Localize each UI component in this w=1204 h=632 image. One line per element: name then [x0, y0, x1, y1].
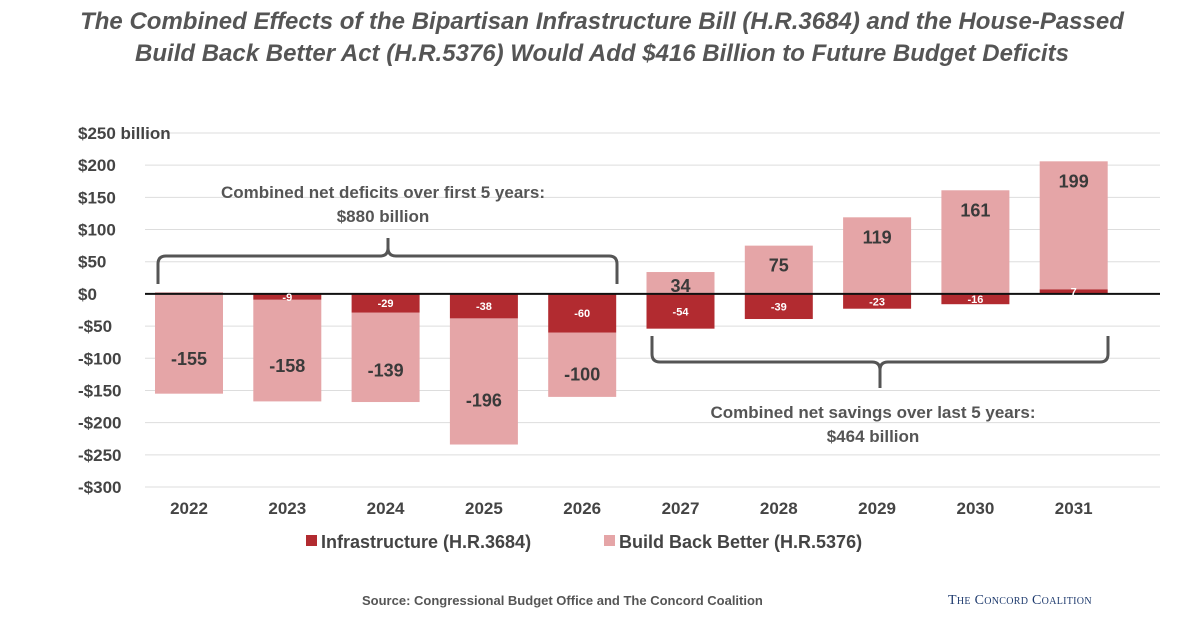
y-tick-label: $50 [78, 253, 106, 272]
data-label-build-back-better: 34 [670, 276, 690, 296]
bar-build-back-better-2027 [646, 272, 715, 294]
x-tick-label: 2029 [858, 499, 896, 518]
chart-title-line-2: Build Back Better Act (H.R.5376) Would A… [135, 40, 1069, 67]
savings-brace [650, 336, 1110, 388]
data-label-build-back-better: -196 [466, 390, 502, 410]
bar-infrastructure-2027 [646, 293, 715, 329]
y-tick-label: -$150 [78, 381, 121, 400]
x-tick-label: 2024 [367, 499, 405, 518]
legend-label-build-back-better: Build Back Better (H.R.5376) [619, 532, 862, 552]
y-tick-label: -$100 [78, 349, 121, 368]
data-label-infrastructure: -29 [378, 298, 394, 310]
data-label-infrastructure: -38 [476, 301, 492, 313]
bar-build-back-better-2023 [253, 299, 322, 402]
bar-infrastructure-2029 [843, 293, 912, 309]
deficits-brace [156, 238, 619, 284]
y-tick-label: $150 [78, 188, 116, 207]
y-tick-label: -$300 [78, 478, 121, 497]
savings-annotation-line-1: Combined net savings over last 5 years: [710, 403, 1035, 422]
bar-infrastructure-2031 [1039, 289, 1108, 294]
legend: Infrastructure (H.R.3684) Build Back Bet… [306, 532, 862, 552]
data-label-infrastructure: -23 [869, 296, 885, 308]
data-label-infrastructure: -16 [967, 294, 983, 306]
chart-title: The Combined Effects of the Bipartisan I… [0, 6, 1204, 70]
legend-swatch-build-back-better [604, 535, 615, 546]
x-tick-label: 2025 [465, 499, 503, 518]
savings-annotation-line-2: $464 billion [827, 427, 920, 446]
data-label-build-back-better: -158 [269, 356, 305, 376]
deficits-annotation-line-2: $880 billion [337, 207, 430, 226]
x-tick-label: 2026 [563, 499, 601, 518]
data-label-build-back-better: -139 [368, 361, 404, 381]
chart-title-line-1: The Combined Effects of the Bipartisan I… [80, 8, 1124, 35]
data-label-build-back-better: 119 [863, 227, 892, 247]
data-label-infrastructure: -60 [574, 308, 590, 320]
bar-build-back-better-2024 [351, 312, 420, 403]
y-tick-label: $200 [78, 156, 116, 175]
bar-build-back-better-2025 [449, 318, 518, 445]
y-tick-label: $250 billion [78, 124, 171, 143]
bar-build-back-better-2022 [155, 293, 223, 394]
data-label-build-back-better: 199 [1059, 171, 1089, 191]
bar-build-back-better-2028 [744, 245, 813, 294]
x-tick-label: 2031 [1055, 499, 1093, 518]
bar-infrastructure-2026 [548, 293, 617, 333]
deficits-annotation-line-1: Combined net deficits over first 5 years… [221, 183, 545, 202]
x-tick-label: 2022 [170, 499, 208, 518]
data-label-infrastructure: -39 [771, 301, 787, 313]
source-note: Source: Congressional Budget Office and … [362, 593, 763, 608]
x-tick-label: 2030 [956, 499, 994, 518]
data-label-build-back-better: -155 [171, 349, 207, 369]
bar-build-back-better-2030 [941, 190, 1010, 294]
legend-swatch-infrastructure [306, 535, 317, 546]
annotations: Combined net deficits over first 5 years… [156, 183, 1110, 446]
data-label-infrastructure: -54 [673, 306, 690, 318]
x-axis-ticks: 2022 2023 2024 2025 2026 2027 2028 2029 2030 2031 [170, 499, 1093, 518]
y-tick-label: -$200 [78, 414, 121, 433]
x-tick-label: 2028 [760, 499, 798, 518]
concord-coalition-logo: The Concord Coalition [948, 593, 1092, 608]
y-tick-label: -$50 [78, 317, 112, 336]
bars [145, 161, 1160, 445]
bar-build-back-better-2026 [548, 332, 617, 397]
y-tick-label: $0 [78, 285, 97, 304]
y-axis-ticks: $250 billion $200 $150 $100 $50 $0 -$50 -$100 -$… [78, 124, 171, 497]
data-labels: -155 -158 -9 -139 -29 -196 -38 -100 -60 34 -54 75 -3… [171, 171, 1089, 410]
data-label-infrastructure: 7 [1071, 287, 1077, 299]
data-label-build-back-better: 75 [769, 256, 789, 276]
bar-infrastructure-2023 [253, 293, 322, 300]
bar-infrastructure-2028 [744, 293, 813, 320]
data-label-build-back-better: 161 [960, 200, 990, 220]
legend-label-infrastructure: Infrastructure (H.R.3684) [321, 532, 531, 552]
bar-infrastructure-2025 [449, 293, 518, 319]
y-tick-label: $100 [78, 221, 116, 240]
x-tick-label: 2027 [662, 499, 700, 518]
data-label-infrastructure: -9 [282, 292, 292, 304]
y-tick-label: -$250 [78, 446, 121, 465]
bar-build-back-better-2031 [1039, 161, 1108, 290]
data-label-build-back-better: -100 [564, 364, 600, 384]
bar-build-back-better-2029 [843, 217, 912, 294]
x-tick-label: 2023 [268, 499, 306, 518]
bar-infrastructure-2024 [351, 293, 420, 313]
bar-infrastructure-2030 [941, 293, 1010, 305]
